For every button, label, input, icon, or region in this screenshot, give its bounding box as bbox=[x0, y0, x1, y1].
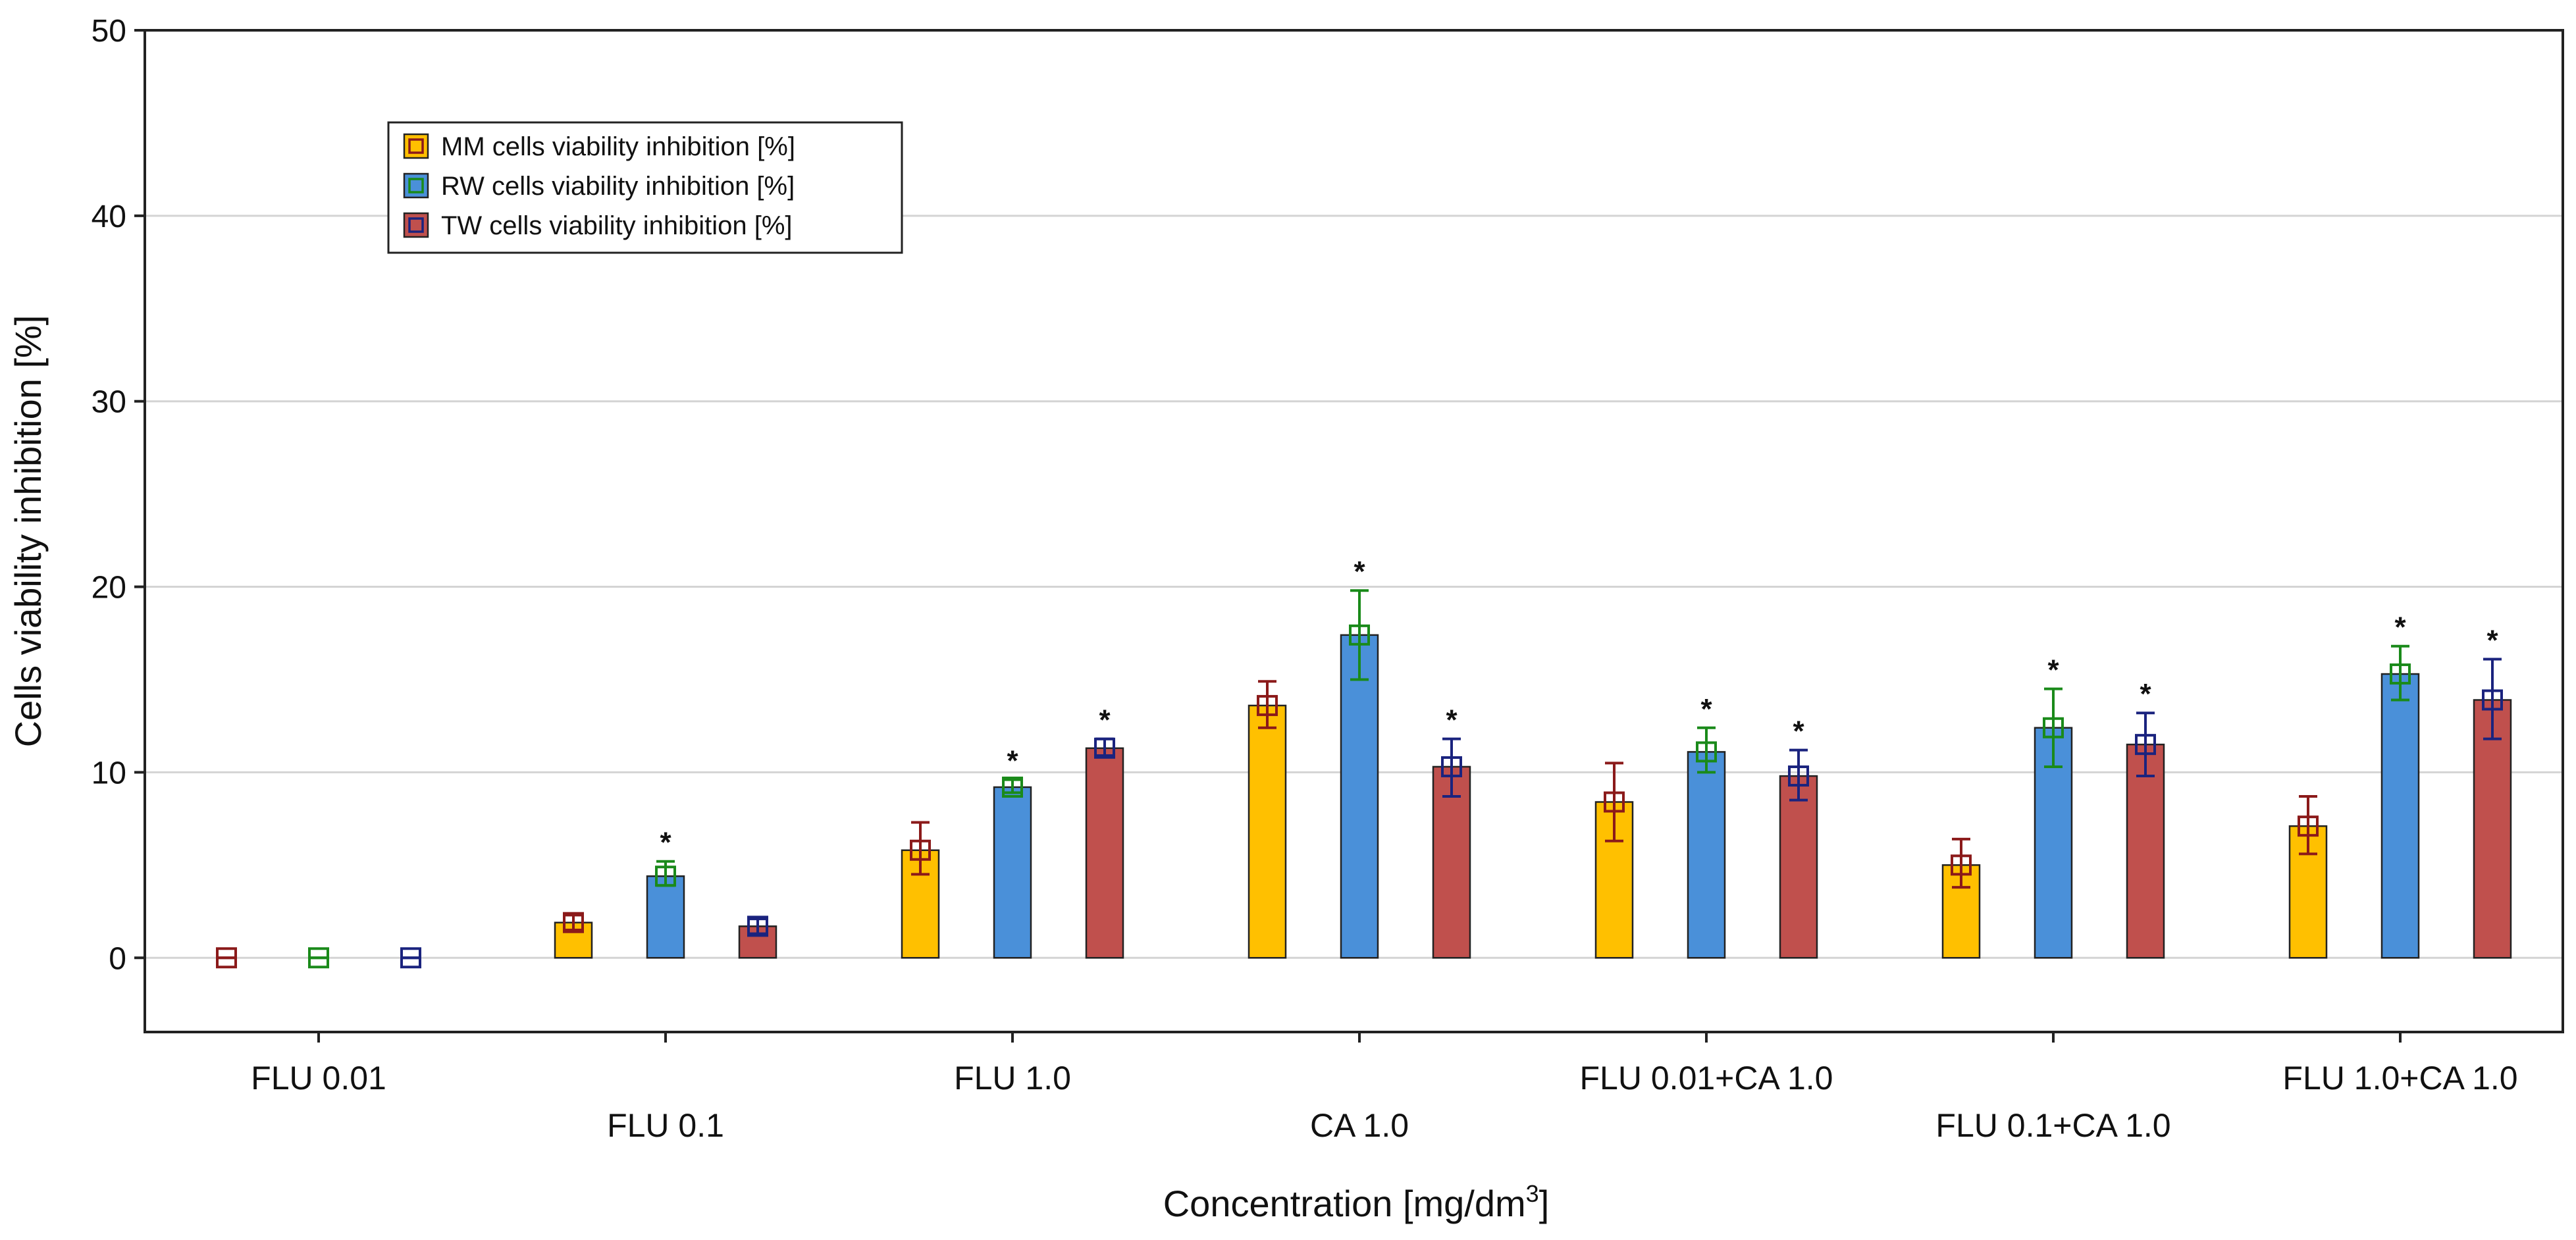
x-axis-title-main: Concentration [mg/dm bbox=[1163, 1183, 1526, 1224]
bar-2-5 bbox=[1687, 751, 1726, 959]
significance-star-2-6: * bbox=[2047, 654, 2059, 686]
x-axis-ticks: FLU 0.01 FLU 0.1 FLU 1.0 CA 1.0 FLU 0.01+CA … bbox=[251, 1032, 2518, 1144]
mean-marker-1-6 bbox=[1951, 854, 1972, 876]
x-tick-label-2: FLU 0.1 bbox=[607, 1107, 724, 1144]
x-tick-label-1: FLU 0.01 bbox=[251, 1060, 386, 1097]
bar-3-5 bbox=[1779, 775, 1818, 959]
mean-marker-3-2 bbox=[747, 916, 768, 937]
x-axis-title-end: ] bbox=[1539, 1183, 1550, 1224]
bar-2-3 bbox=[993, 786, 1032, 959]
mean-marker-2-4 bbox=[1349, 624, 1370, 646]
x-axis-title: Concentration [mg/dm3] bbox=[1163, 1180, 1550, 1224]
bar-2-7 bbox=[2380, 673, 2420, 959]
significance-star-2-5: * bbox=[1700, 693, 1712, 725]
mean-markers bbox=[216, 624, 2503, 969]
legend: MM cells viability inhibition [%] RW cell… bbox=[387, 121, 903, 254]
y-tick-label-30: 30 bbox=[92, 385, 126, 420]
legend-marker-2 bbox=[408, 178, 424, 194]
mean-marker-3-1 bbox=[400, 947, 421, 969]
x-tick-label-7: FLU 1.0+CA 1.0 bbox=[2282, 1060, 2517, 1097]
significance-annotations: * * * * * * * * * * * bbox=[660, 555, 2498, 859]
y-tick-label-10: 10 bbox=[92, 756, 126, 790]
legend-marker-1 bbox=[408, 138, 424, 154]
significance-star-3-4: * bbox=[1446, 704, 1458, 736]
y-tick-label-50: 50 bbox=[92, 14, 126, 49]
bar-2-2 bbox=[646, 875, 685, 959]
y-tick-label-40: 40 bbox=[92, 199, 126, 234]
legend-swatch-3 bbox=[403, 212, 429, 238]
bar-3-7 bbox=[2473, 699, 2512, 959]
significance-star-3-6: * bbox=[2140, 678, 2151, 710]
mean-marker-3-3 bbox=[1094, 737, 1115, 759]
mean-marker-2-6 bbox=[2043, 717, 2064, 738]
mean-marker-1-5 bbox=[1604, 791, 1625, 813]
mean-marker-2-1 bbox=[308, 947, 329, 969]
bars bbox=[554, 634, 2512, 959]
y-tick-label-0: 0 bbox=[109, 941, 126, 976]
mean-marker-3-4 bbox=[1441, 756, 1462, 777]
legend-marker-3 bbox=[408, 217, 424, 233]
significance-star-2-2: * bbox=[660, 827, 671, 859]
bar-1-4 bbox=[1248, 704, 1287, 959]
bar-3-6 bbox=[2126, 743, 2165, 959]
significance-star-3-5: * bbox=[1793, 715, 1804, 748]
mean-marker-1-4 bbox=[1257, 694, 1278, 716]
mean-marker-3-5 bbox=[1788, 765, 1809, 787]
mean-marker-2-7 bbox=[2390, 663, 2411, 685]
legend-label-1: MM cells viability inhibition [%] bbox=[441, 132, 795, 161]
legend-swatch-1 bbox=[403, 133, 429, 159]
mean-marker-2-2 bbox=[655, 865, 676, 887]
mean-marker-1-1 bbox=[216, 947, 237, 969]
x-tick-label-6: FLU 0.1+CA 1.0 bbox=[1935, 1107, 2170, 1144]
x-tick-label-5: FLU 0.01+CA 1.0 bbox=[1580, 1060, 1833, 1097]
mean-marker-2-3 bbox=[1002, 776, 1023, 798]
x-axis-title-sup: 3 bbox=[1526, 1180, 1539, 1207]
legend-label-2: RW cells viability inhibition [%] bbox=[441, 172, 795, 201]
significance-star-3-3: * bbox=[1099, 704, 1111, 736]
plot-frame bbox=[144, 29, 2564, 1033]
legend-label-3: TW cells viability inhibition [%] bbox=[441, 211, 793, 240]
mean-marker-3-7 bbox=[2482, 689, 2503, 711]
significance-star-2-3: * bbox=[1007, 745, 1018, 777]
mean-marker-1-3 bbox=[910, 839, 931, 861]
y-axis-title: Cells viability inhibition [%] bbox=[7, 315, 49, 748]
x-tick-label-4: CA 1.0 bbox=[1310, 1107, 1409, 1144]
y-tick-label-20: 20 bbox=[92, 571, 126, 606]
bar-3-2 bbox=[738, 925, 777, 959]
mean-marker-3-6 bbox=[2135, 734, 2156, 756]
mean-marker-2-5 bbox=[1696, 741, 1717, 763]
significance-star-2-7: * bbox=[2394, 611, 2406, 644]
mean-marker-1-2 bbox=[563, 912, 584, 933]
bar-2-4 bbox=[1340, 634, 1379, 959]
legend-swatch-2 bbox=[403, 172, 429, 199]
bar-3-3 bbox=[1085, 747, 1124, 959]
mean-marker-1-7 bbox=[2298, 815, 2319, 837]
legend-box bbox=[387, 121, 903, 254]
y-axis-ticks: 0 10 20 30 40 50 bbox=[92, 14, 145, 976]
significance-star-2-4: * bbox=[1354, 555, 1365, 588]
x-tick-label-3: FLU 1.0 bbox=[954, 1060, 1071, 1097]
significance-star-3-7: * bbox=[2486, 624, 2498, 656]
